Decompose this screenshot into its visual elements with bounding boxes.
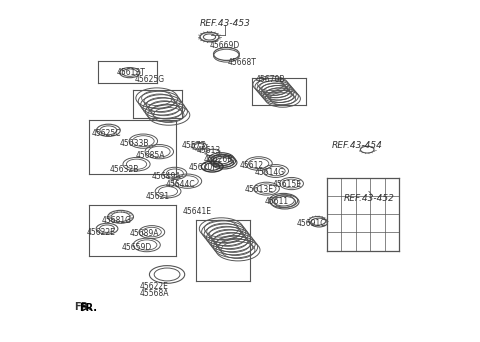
Text: 45613T: 45613T	[116, 68, 145, 77]
Text: 45621: 45621	[146, 192, 170, 201]
Text: 45622E: 45622E	[86, 227, 115, 237]
Text: 45670B: 45670B	[256, 75, 285, 84]
Text: 45568A: 45568A	[140, 289, 169, 298]
Text: 45632B: 45632B	[110, 165, 139, 174]
Text: 45689A: 45689A	[130, 229, 159, 238]
Text: 45612: 45612	[240, 161, 264, 170]
Text: 45625C: 45625C	[91, 129, 121, 138]
Text: 45620F: 45620F	[188, 163, 217, 172]
Text: 45669D: 45669D	[210, 41, 240, 50]
Text: 45613E: 45613E	[244, 185, 273, 194]
Text: 45611: 45611	[264, 197, 288, 206]
Text: 45626B: 45626B	[203, 155, 233, 163]
Text: 45625G: 45625G	[135, 75, 165, 84]
Text: 45649A: 45649A	[151, 172, 181, 181]
Text: 45613: 45613	[197, 146, 221, 155]
Text: 45644C: 45644C	[166, 180, 195, 189]
Text: 45615E: 45615E	[272, 180, 301, 189]
Text: FR.: FR.	[79, 303, 97, 313]
Text: 45577: 45577	[182, 141, 206, 150]
Text: 45622E: 45622E	[140, 282, 169, 291]
Text: 45659D: 45659D	[121, 243, 152, 252]
Text: REF.43-453: REF.43-453	[199, 19, 250, 28]
Text: 45641E: 45641E	[183, 207, 212, 216]
Text: FR.: FR.	[74, 302, 92, 312]
Text: REF.43-454: REF.43-454	[332, 141, 383, 150]
Text: 45668T: 45668T	[227, 58, 256, 67]
Text: 45681G: 45681G	[101, 216, 131, 225]
Text: REF.43-452: REF.43-452	[344, 194, 395, 203]
Text: 45685A: 45685A	[135, 151, 165, 160]
Text: 45691C: 45691C	[297, 219, 326, 228]
Text: 45614G: 45614G	[255, 168, 285, 177]
Text: 45633B: 45633B	[120, 139, 150, 148]
